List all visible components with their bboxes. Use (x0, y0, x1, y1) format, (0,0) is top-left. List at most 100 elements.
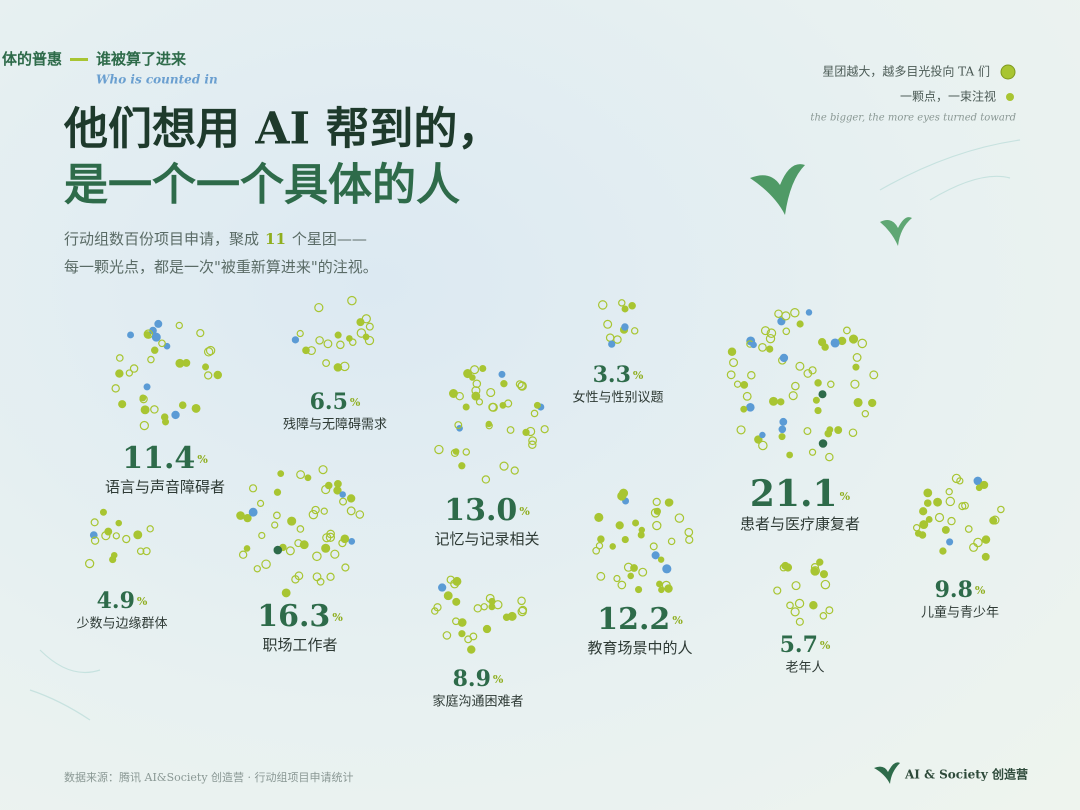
dot (122, 534, 131, 544)
dot (803, 427, 812, 436)
dot (638, 567, 648, 577)
dot (507, 611, 517, 621)
cluster (597, 299, 639, 348)
value-unit: % (519, 505, 530, 518)
dot (596, 571, 606, 581)
dot (517, 381, 526, 391)
dot (608, 340, 616, 348)
dot (658, 586, 665, 594)
dot (786, 601, 794, 610)
dot (834, 426, 843, 434)
dot (334, 480, 342, 488)
dot (339, 491, 346, 498)
dot (213, 370, 222, 380)
dot (340, 534, 350, 544)
dot (515, 380, 524, 389)
dot (809, 601, 818, 610)
dot (346, 494, 356, 503)
dot (110, 551, 118, 559)
dot (777, 398, 785, 406)
desc-after: 个星团—— (292, 230, 367, 248)
dot (133, 530, 143, 540)
dot (778, 425, 787, 434)
dot (256, 499, 265, 507)
dot (662, 564, 672, 574)
cluster (773, 558, 834, 626)
dot (621, 535, 629, 544)
dot (158, 339, 166, 348)
value-label: 5.7% (780, 632, 831, 658)
dot (479, 364, 487, 373)
category-label: 家庭沟通困难者 (432, 694, 523, 710)
value-number: 4.9 (97, 588, 135, 614)
dot (791, 581, 801, 591)
dot (664, 584, 673, 593)
description-line2: 每一颗光点，都是一次"被重新算进来"的注视。 (64, 258, 378, 276)
value-label: 8.9% (453, 666, 504, 692)
dot (175, 321, 183, 330)
dot (356, 328, 367, 338)
decor-lines (29, 139, 1021, 721)
category-label: 语言与声音障碍者 (105, 478, 225, 496)
dot (500, 380, 508, 388)
dot (779, 353, 789, 363)
dot (525, 426, 536, 437)
value-unit: % (350, 396, 361, 409)
dot (499, 401, 507, 409)
dot (781, 561, 790, 570)
dot (334, 331, 342, 339)
dot (101, 531, 111, 541)
dot (945, 488, 953, 496)
dot (795, 617, 804, 626)
dot (750, 341, 757, 349)
dot (485, 422, 493, 430)
dot (947, 516, 956, 526)
dot (333, 363, 343, 372)
dot (84, 558, 95, 569)
dot (330, 549, 340, 559)
dot (981, 552, 990, 561)
dot (111, 384, 120, 393)
dot (243, 513, 252, 523)
legend-small: 一颗点，一束注视 (900, 89, 996, 104)
dot (747, 371, 756, 380)
dot (653, 507, 661, 515)
value-unit: % (820, 639, 831, 652)
value-unit: % (840, 490, 851, 503)
dot (443, 591, 453, 601)
dot (294, 571, 304, 581)
dot (861, 410, 870, 418)
dot (171, 410, 180, 420)
value-unit: % (672, 614, 683, 627)
dot (273, 545, 283, 555)
value-unit: % (493, 673, 504, 686)
category-label: 教育场景中的人 (587, 639, 692, 657)
cluster (236, 465, 365, 598)
dot (236, 511, 245, 520)
dot (469, 374, 476, 381)
dot (958, 502, 967, 511)
dot (510, 466, 519, 475)
dot (458, 630, 466, 638)
category-label: 少数与边缘群体 (76, 617, 167, 632)
category-label: 老年人 (785, 661, 824, 676)
cluster-count: 11 (265, 230, 286, 248)
dot (434, 444, 444, 455)
dot (493, 600, 503, 610)
category-label: 女性与性别议题 (572, 390, 663, 406)
value-number: 3.3 (593, 362, 631, 388)
value-label: 13.0% (444, 493, 530, 528)
dot (140, 405, 150, 415)
dot (99, 508, 107, 516)
kicker: 体的普惠 (2, 50, 62, 68)
dot (191, 403, 201, 413)
dot (462, 403, 470, 411)
dot (740, 380, 749, 389)
dot (919, 507, 928, 516)
dot (361, 314, 371, 324)
dot (203, 347, 214, 357)
value-number: 11.4 (122, 441, 195, 476)
dot (969, 542, 979, 552)
dot (726, 370, 736, 380)
dot (848, 428, 858, 438)
